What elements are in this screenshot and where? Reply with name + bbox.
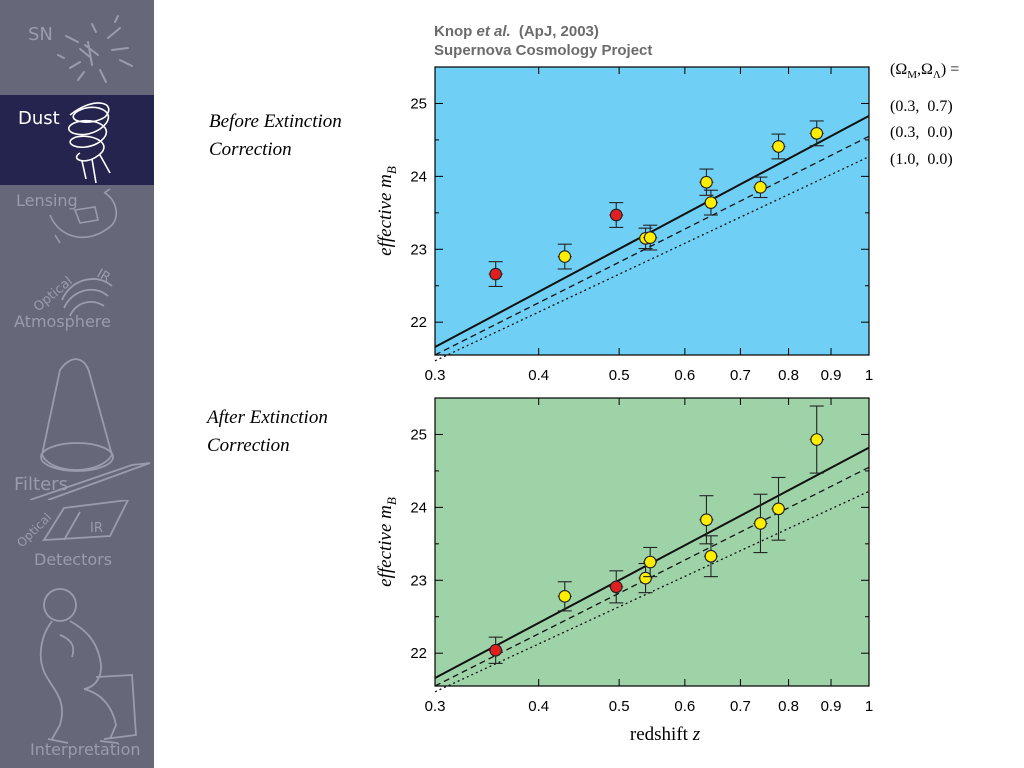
header-journal: (ApJ, 2003) [519,23,599,40]
ir-label: IR [90,521,103,536]
y-tick-label: 25 [410,426,427,443]
model-line-solid [434,114,870,348]
y-axis-label: effective mB [375,497,399,587]
sidebar-nav: SN Dust Lensing [0,0,154,768]
sidebar-item-label: Atmosphere [14,312,111,331]
legend-title: (ΩM,ΩΛ) = [890,61,959,81]
chart-area: Knop et al. (ApJ, 2003) Supernova Cosmol… [360,15,1000,755]
lensing-icon [49,188,117,244]
sidebar-item-label: Lensing [16,191,78,210]
sidebar-item-sn[interactable]: SN [0,0,154,95]
data-point [754,180,767,194]
ir-label: IR [94,266,113,285]
data-point [772,140,785,153]
x-axis-label: redshift z [630,724,701,745]
data-point [810,433,824,446]
y-tick-label: 24 [410,499,427,516]
x-tick-label: 0.9 [821,367,842,384]
x-tick-label: 0.8 [778,367,799,384]
sidebar-item-detectors[interactable]: Optical IR Detectors [0,500,154,575]
x-tick-label: 0.3 [425,367,446,384]
x-tick-label: 0.6 [674,367,695,384]
caption-before: Before Extinction Correction [209,108,342,164]
x-axis-label-text: redshift [630,724,693,745]
caption-after-line1: After Extinction [207,407,328,428]
x-tick-label: 1 [865,367,873,384]
x-tick-label: 0.4 [528,698,549,715]
sidebar-item-label: Detectors [34,550,113,569]
sidebar-item-lensing[interactable]: Lensing [0,185,154,250]
supernova-icon [57,15,133,83]
data-point [558,250,572,263]
legend-entry-1: (0.3, 0.7) [890,98,953,115]
y-tick-label: 25 [410,95,427,112]
x-tick-label: 0.5 [609,367,630,384]
legend-entry-3: (1.0, 0.0) [890,151,953,168]
x-tick-label: 0.4 [528,367,549,384]
atmosphere-icon: Optical IR [31,266,113,317]
data-point [609,580,623,594]
chart-panel-after: 0.3 0.4 0.5 0.6 0.7 0.8 0.9 1 22 23 24 25 effective … [375,397,873,715]
chart-legend: (ΩM,ΩΛ) = (0.3, 0.7) (0.3, 0.0) (1.0, 0.… [890,61,959,168]
data-point [704,549,718,563]
x-tick-label: 0.6 [674,698,695,715]
caption-before-line1: Before Extinction [209,111,342,132]
plot-background [434,397,870,687]
data-point [643,555,657,569]
data-point [639,571,652,585]
x-tick-label: 0.5 [609,698,630,715]
x-tick-label: 0.8 [778,698,799,715]
data-point [704,196,718,209]
model-line-dashed [434,135,870,356]
filters-icon [29,358,151,500]
caption-before-line2: Correction [209,139,292,160]
x-tick-label: 0.9 [821,698,842,715]
data-point [754,517,767,530]
data-point [772,502,785,516]
x-tick-label: 0.7 [730,698,751,715]
sidebar-item-atmosphere[interactable]: Optical IR Atmosphere [0,250,154,335]
optical-label: Optical [14,510,54,550]
caption-after: After Extinction Correction [207,404,328,460]
y-axis-label: effective mB [375,166,399,256]
sidebar-item-label: Filters [14,474,68,495]
data-point [700,513,713,527]
y-tick-label: 23 [410,572,427,589]
data-point [558,589,572,603]
dust-cloud-icon [67,102,111,184]
header-etal: et al. [477,23,511,40]
x-tick-label: 0.7 [730,367,751,384]
y-tick-label: 22 [410,645,427,662]
x-tick-label: 1 [865,698,873,715]
sidebar-item-interpretation[interactable]: Interpretation [0,575,154,768]
x-tick-label: 0.3 [425,698,446,715]
caption-after-line2: Correction [207,435,290,456]
hubble-diagram-svg: Knop et al. (ApJ, 2003) Supernova Cosmol… [375,23,959,745]
data-point [609,208,623,222]
detectors-icon: Optical IR [14,500,130,550]
data-point [700,175,713,189]
sidebar-item-label: SN [28,24,53,45]
y-tick-label: 24 [410,168,427,185]
data-point [810,126,824,140]
sidebar-item-label: Interpretation [30,740,141,759]
sidebar-item-dust[interactable]: Dust [0,95,154,185]
data-point [643,231,657,244]
optical-label: Optical [31,274,76,315]
data-point [489,643,503,657]
header-author: Knop [434,23,472,40]
sidebar-item-filters[interactable]: Filters [0,335,154,500]
thinker-icon [39,588,137,744]
plot-background [434,66,870,356]
y-tick-label: 23 [410,241,427,258]
chart-panel-before: 0.3 0.4 0.5 0.6 0.7 0.8 0.9 1 22 23 24 25 effective … [375,66,873,384]
data-point [489,267,503,281]
sidebar-item-label: Dust [18,108,60,129]
y-tick-label: 22 [410,314,427,331]
legend-entry-2: (0.3, 0.0) [890,124,953,141]
header-project: Supernova Cosmology Project [434,42,652,59]
header-line1: Knop et al. (ApJ, 2003) [434,23,599,40]
